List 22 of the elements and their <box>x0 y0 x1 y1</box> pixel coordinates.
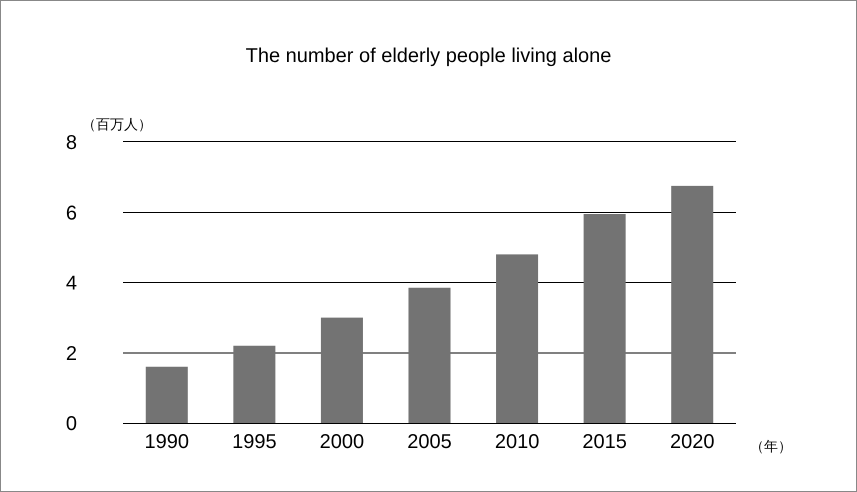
bar <box>671 186 714 423</box>
x-tick-label: 2020 <box>670 431 714 453</box>
bar <box>146 366 188 423</box>
y-axis-title: （百万人） <box>82 116 152 132</box>
chart-title: The number of elderly people living alone <box>246 44 612 67</box>
bar <box>233 346 276 423</box>
y-tick-label: 8 <box>66 132 77 154</box>
bar <box>320 318 363 423</box>
x-tick-label: 2015 <box>582 431 627 453</box>
bar <box>584 214 626 423</box>
y-tick-label: 0 <box>66 413 77 435</box>
x-tick-label: 2010 <box>494 431 540 453</box>
x-tick-label: 2005 <box>407 431 452 453</box>
y-tick-label: 4 <box>66 272 77 294</box>
y-tick-label: 6 <box>66 202 77 224</box>
x-axis-title: （年） <box>750 438 792 454</box>
x-tick-label: 1990 <box>144 431 190 453</box>
bar <box>408 288 451 423</box>
bar <box>496 254 538 423</box>
y-tick-label: 2 <box>66 342 77 365</box>
x-tick-label: 2000 <box>320 431 364 453</box>
x-tick-label: 1995 <box>232 431 277 453</box>
